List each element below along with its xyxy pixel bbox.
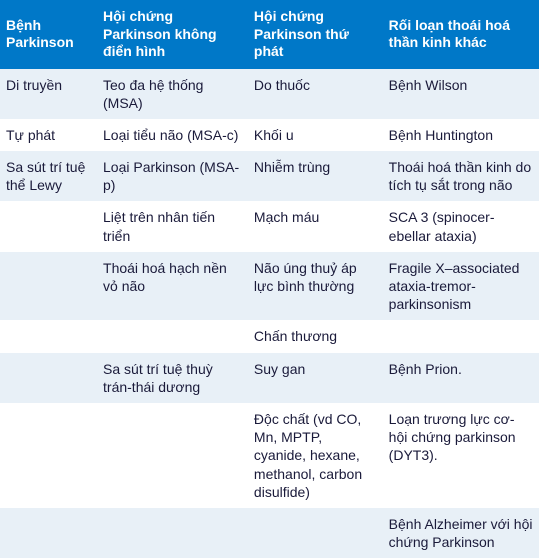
cell: Fragile X–associated ataxia-tremor-parki… (383, 252, 539, 321)
cell: Teo đa hệ thống (MSA) (97, 69, 248, 119)
cell: Khối u (248, 119, 383, 151)
table-row: Liệt trên nhân tiến triển Mạch máu SCA 3… (0, 201, 539, 251)
cell (0, 201, 97, 251)
table-row: Độc chất (vd CO, Mn, MPTP, cyanide, hexa… (0, 403, 539, 508)
col-header-1: Hội chứng Parkinson không điển hình (97, 0, 248, 69)
cell: Sa sút trí tuệ thuỳ trán-thái dương (97, 353, 248, 403)
cell: Bệnh Huntington (383, 119, 539, 151)
cell: Loạn trương lực cơ-hội chứng parkinson (… (383, 403, 539, 508)
cell: Loại tiểu não (MSA-c) (97, 119, 248, 151)
table-row: Thoái hoá hạch nền vỏ não Não úng thuỷ á… (0, 252, 539, 321)
cell: SCA 3 (spinocer-ebellar ataxia) (383, 201, 539, 251)
cell: Thoái hoá hạch nền vỏ não (97, 252, 248, 321)
cell: Thoái hoá thần kinh do tích tụ sắt trong… (383, 151, 539, 201)
cell (0, 508, 97, 558)
cell: Liệt trên nhân tiến triển (97, 201, 248, 251)
cell: Sa sút trí tuệ thể Lewy (0, 151, 97, 201)
cell: Bệnh Alzheimer với hội chứng Parkinson (383, 508, 539, 558)
col-header-3: Rối loạn thoái hoá thần kinh khác (383, 0, 539, 69)
cell: Bệnh Wilson (383, 69, 539, 119)
cell (97, 403, 248, 508)
table-body: Di truyền Teo đa hệ thống (MSA) Do thuốc… (0, 69, 539, 558)
cell (97, 320, 248, 352)
cell (0, 320, 97, 352)
cell: Não úng thuỷ áp lực bình thường (248, 252, 383, 321)
cell: Mạch máu (248, 201, 383, 251)
table-row: Sa sút trí tuệ thuỳ trán-thái dương Suy … (0, 353, 539, 403)
cell: Nhiễm trùng (248, 151, 383, 201)
cell (0, 353, 97, 403)
parkinson-table: Bệnh Parkinson Hội chứng Parkinson không… (0, 0, 539, 558)
cell (97, 508, 248, 558)
cell (383, 320, 539, 352)
table-row: Tự phát Loại tiểu não (MSA-c) Khối u Bện… (0, 119, 539, 151)
table-row: Chấn thương (0, 320, 539, 352)
cell: Loại Parkinson (MSA-p) (97, 151, 248, 201)
col-header-0: Bệnh Parkinson (0, 0, 97, 69)
cell: Chấn thương (248, 320, 383, 352)
cell: Do thuốc (248, 69, 383, 119)
cell (248, 508, 383, 558)
table-header-row: Bệnh Parkinson Hội chứng Parkinson không… (0, 0, 539, 69)
cell: Di truyền (0, 69, 97, 119)
table-row: Bệnh Alzheimer với hội chứng Parkinson (0, 508, 539, 558)
cell (0, 403, 97, 508)
cell: Bệnh Prion. (383, 353, 539, 403)
table-row: Di truyền Teo đa hệ thống (MSA) Do thuốc… (0, 69, 539, 119)
cell (0, 252, 97, 321)
table-row: Sa sút trí tuệ thể Lewy Loại Parkinson (… (0, 151, 539, 201)
cell: Suy gan (248, 353, 383, 403)
col-header-2: Hội chứng Parkinson thứ phát (248, 0, 383, 69)
cell: Tự phát (0, 119, 97, 151)
cell: Độc chất (vd CO, Mn, MPTP, cyanide, hexa… (248, 403, 383, 508)
